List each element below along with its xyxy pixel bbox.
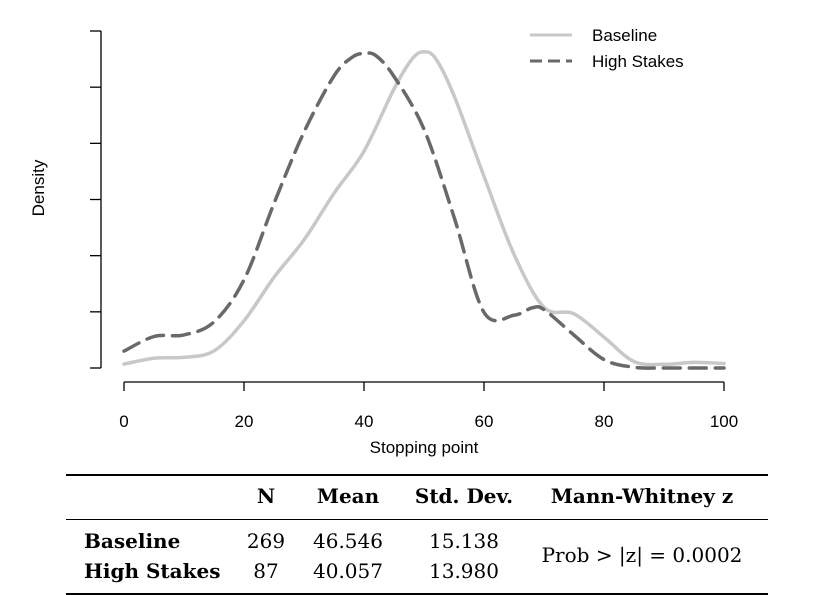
y-axis-ticks [90,30,101,369]
x-tick-label-0: 0 [119,412,128,431]
table-header-n: N [256,484,276,508]
row-n-high-stakes: 87 [253,559,279,583]
row-label-high-stakes: High Stakes [84,559,221,583]
row-mean-high-stakes: 40.057 [313,559,383,583]
series-line-baseline [122,50,726,367]
series-line-high-stakes [122,51,726,370]
table-bottom-rule [66,593,768,595]
density-chart: Density 0 20 40 60 80 100 Stopping point Base… [29,26,738,457]
legend-label-baseline: Baseline [592,26,657,45]
series-lines [122,50,726,370]
legend: Baseline High Stakes [530,26,684,71]
x-tick-label-40: 40 [355,412,374,431]
row-mean-baseline: 46.546 [313,529,383,553]
row-label-baseline: Baseline [84,529,181,553]
row-n-baseline: 269 [246,529,286,553]
table-header-mean: Mean [316,484,380,508]
legend-label-high-stakes: High Stakes [592,52,684,71]
table-top-rule [66,474,768,476]
table-header-mann-whitney: Mann-Whitney z [550,484,734,508]
x-tick-label-80: 80 [595,412,614,431]
y-axis-label: Density [29,159,48,216]
x-tick-label-60: 60 [475,412,494,431]
x-tick-label-100: 100 [710,412,738,431]
x-axis-ticks [123,382,725,391]
x-tick-label-20: 20 [235,412,254,431]
row-sd-high-stakes: 13.980 [429,559,499,583]
x-axis-tick-labels: 0 20 40 60 80 100 [119,412,738,431]
mann-whitney-result: Prob > |z| = 0.0002 [541,543,743,567]
table-mid-rule [66,519,768,520]
row-sd-baseline: 15.138 [429,529,499,553]
summary-statistics-table: N Mean Std. Dev. Mann-Whitney z Baseline… [66,474,768,595]
table-header-std-dev: Std. Dev. [414,484,514,508]
x-axis-label: Stopping point [370,438,479,457]
